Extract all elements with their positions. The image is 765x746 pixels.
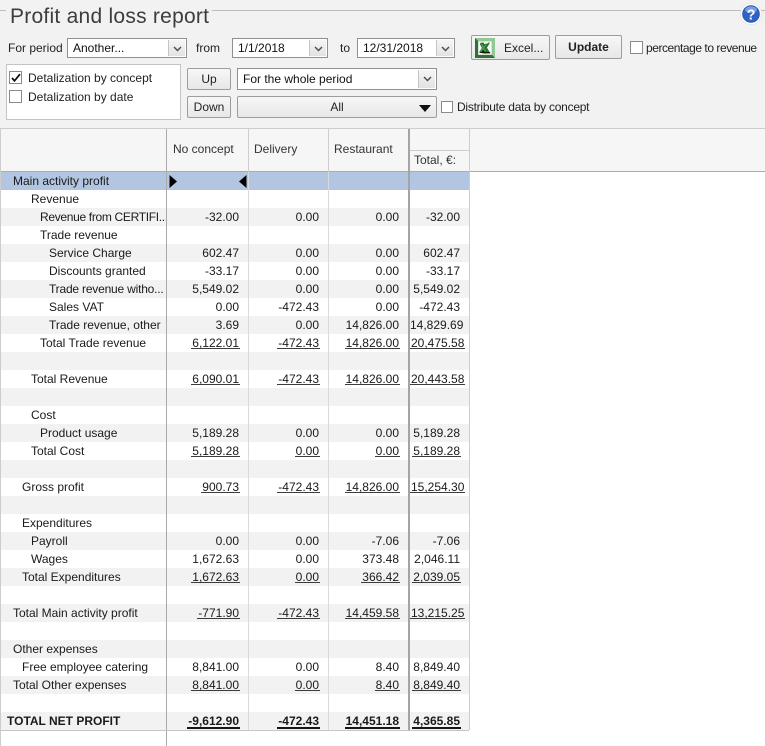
svg-text:?: ? [747,7,756,23]
